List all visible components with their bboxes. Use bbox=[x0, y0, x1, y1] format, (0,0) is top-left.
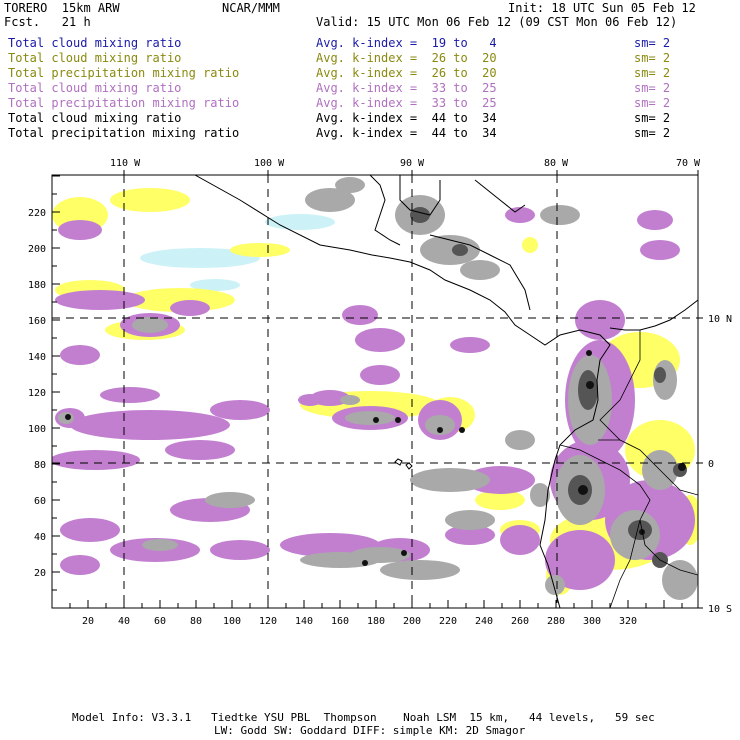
lon-label-100w: 100 W bbox=[254, 158, 285, 169]
legend-field: Total cloud mixing ratio bbox=[8, 36, 182, 50]
x-tick-label: 140 bbox=[295, 616, 313, 627]
x-tick-label: 320 bbox=[619, 616, 637, 627]
legend-sm: sm= 2 bbox=[634, 111, 671, 125]
y-tick-label: 140 bbox=[28, 352, 46, 363]
legend-kindex: Avg. k-index = 33 to 25 bbox=[316, 81, 497, 95]
lat-label-10s: 10 S bbox=[708, 604, 732, 615]
x-tick-label: 200 bbox=[403, 616, 421, 627]
y-tick-label: 60 bbox=[34, 496, 46, 507]
latlon-grid bbox=[52, 175, 698, 608]
valid-time: Valid: 15 UTC Mon 06 Feb 12 (09 CST Mon … bbox=[316, 15, 678, 29]
x-tick-label: 60 bbox=[154, 616, 166, 627]
x-tick-label: 300 bbox=[583, 616, 601, 627]
x-tick-label: 40 bbox=[118, 616, 130, 627]
lat-label-0: 0 bbox=[708, 459, 714, 470]
legend-kindex: Avg. k-index = 26 to 20 bbox=[316, 51, 497, 65]
x-tick-labels: 20 40 60 80 100 120 140 160 180 200 220 240 260 280 30… bbox=[82, 616, 637, 627]
legend-field: Total cloud mixing ratio bbox=[8, 111, 182, 125]
y-tick-label: 200 bbox=[28, 244, 46, 255]
y-tick-label: 80 bbox=[34, 460, 46, 471]
legend-sm: sm= 2 bbox=[634, 36, 671, 50]
x-tick-label: 180 bbox=[367, 616, 385, 627]
lon-label-90w: 90 W bbox=[400, 158, 425, 169]
lon-label-80w: 80 W bbox=[544, 158, 569, 169]
y-tick-label: 120 bbox=[28, 388, 46, 399]
legend-kindex: Avg. k-index = 44 to 34 bbox=[316, 126, 497, 140]
model-name: TORERO 15km ARW bbox=[4, 1, 120, 15]
y-tick-label: 100 bbox=[28, 424, 46, 435]
y-tick-label: 20 bbox=[34, 568, 46, 579]
legend-kindex: Avg. k-index = 26 to 20 bbox=[316, 66, 497, 80]
black-core-layer bbox=[65, 350, 686, 566]
x-tick-label: 220 bbox=[439, 616, 457, 627]
legend-field: Total cloud mixing ratio bbox=[8, 81, 182, 95]
y-tick-label: 180 bbox=[28, 280, 46, 291]
lat-label-10n: 10 N bbox=[708, 314, 732, 325]
legend-sm: sm= 2 bbox=[634, 81, 671, 95]
legend-kindex: Avg. k-index = 19 to 4 bbox=[316, 36, 497, 50]
coastline bbox=[194, 175, 698, 608]
country-borders bbox=[559, 330, 698, 608]
legend-field: Total precipitation mixing ratio bbox=[8, 66, 240, 80]
axis-ticks bbox=[52, 170, 703, 609]
x-tick-label: 160 bbox=[331, 616, 349, 627]
footer-model-info: Model Info: V3.3.1 Tiedtke YSU PBL Thomp… bbox=[72, 711, 655, 724]
x-tick-label: 80 bbox=[190, 616, 202, 627]
legend-field: Total precipitation mixing ratio bbox=[8, 96, 240, 110]
x-tick-label: 260 bbox=[511, 616, 529, 627]
legend-sm: sm= 2 bbox=[634, 51, 671, 65]
y-tick-label: 220 bbox=[28, 208, 46, 219]
center-name: NCAR/MMM bbox=[222, 1, 280, 15]
legend-kindex: Avg. k-index = 44 to 34 bbox=[316, 111, 497, 125]
x-tick-label: 280 bbox=[547, 616, 565, 627]
legend-field: Total precipitation mixing ratio bbox=[8, 126, 240, 140]
lon-label-70w: 70 W bbox=[676, 158, 701, 169]
forecast-hour: Fcst. 21 h bbox=[4, 15, 91, 29]
y-tick-label: 40 bbox=[34, 532, 46, 543]
legend-field: Total cloud mixing ratio bbox=[8, 51, 182, 65]
lon-label-110w: 110 W bbox=[110, 158, 141, 169]
x-tick-label: 20 bbox=[82, 616, 94, 627]
legend-sm: sm= 2 bbox=[634, 66, 671, 80]
legend-sm: sm= 2 bbox=[634, 126, 671, 140]
init-time: Init: 18 UTC Sun 05 Feb 12 bbox=[508, 1, 696, 15]
light-cloud-layer bbox=[140, 214, 335, 291]
footer-physics-info: LW: Godd SW: Goddard DIFF: simple KM: 2D… bbox=[214, 724, 526, 737]
legend-sm: sm= 2 bbox=[634, 96, 671, 110]
x-tick-label: 100 bbox=[223, 616, 241, 627]
legend-kindex: Avg. k-index = 33 to 25 bbox=[316, 96, 497, 110]
y-tick-label: 160 bbox=[28, 316, 46, 327]
x-tick-label: 120 bbox=[259, 616, 277, 627]
x-tick-label: 240 bbox=[475, 616, 493, 627]
y-tick-labels: 20 40 60 80 100 120 140 160 180 200 220 bbox=[28, 208, 46, 579]
